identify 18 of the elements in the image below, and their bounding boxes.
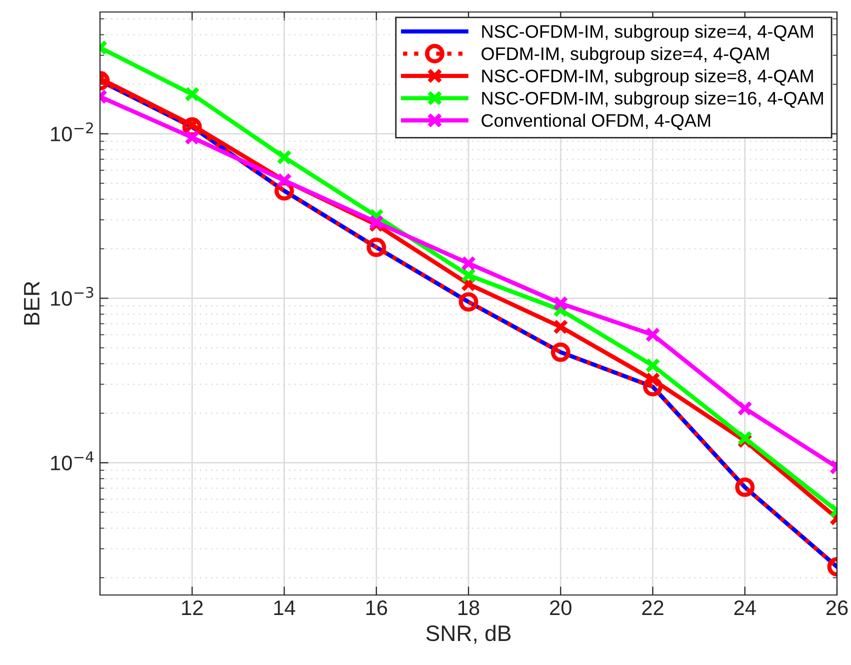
legend-label: OFDM-IM, subgroup size=4, 4-QAM: [482, 46, 769, 64]
x-tick-label: 22: [642, 600, 664, 615]
y-axis-title: BER: [24, 282, 40, 325]
y-tick-label: 10$^{−2}$: [51, 122, 93, 142]
x-tick-label: 26: [826, 600, 848, 616]
y-tick-label: 10$^{−4}$: [51, 452, 94, 470]
x-tick-label: 20: [550, 600, 572, 616]
legend-label: Conventional OFDM, 4-QAM: [482, 114, 710, 130]
legend-label: NSC-OFDM-IM, subgroup size=16, 4-QAM: [482, 91, 823, 108]
legend-label: NSC-OFDM-IM, subgroup size=4, 4-QAM: [482, 24, 813, 42]
legend-label: NSC-OFDM-IM, subgroup size=8, 4-QAM: [482, 69, 813, 86]
x-tick-label: 18: [458, 600, 480, 616]
x-tick-label: 12: [182, 600, 203, 615]
y-tick-label: 10$^{−3}$: [51, 286, 94, 306]
x-axis-title: SNR, dB: [426, 624, 511, 644]
x-tick-label: 16: [366, 600, 388, 616]
x-tick-label: 24: [734, 600, 756, 615]
x-tick-label: 14: [274, 600, 296, 615]
